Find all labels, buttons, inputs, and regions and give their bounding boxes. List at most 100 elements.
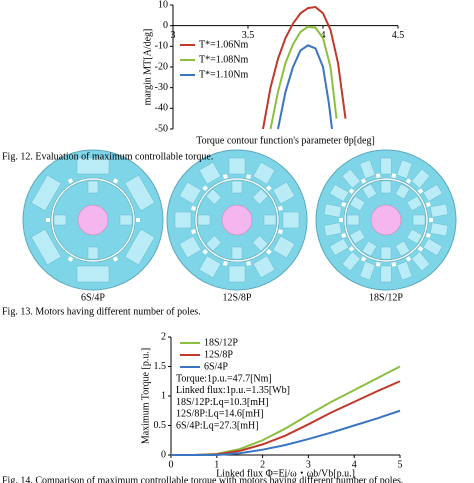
x-axis-label: Torque contour function's parameter θp[d… [196, 135, 375, 146]
y-axis-label: margin MT[A/deg] [142, 29, 153, 106]
y-tick-label: 0 [163, 20, 168, 31]
legend-label: 6S/4P [204, 361, 228, 372]
tooth-gap [278, 229, 283, 235]
motor [315, 149, 457, 291]
line [171, 409, 401, 456]
motor-label: 12S/8P [223, 292, 252, 303]
magnet [380, 180, 392, 194]
slot [341, 251, 361, 272]
tooth-gap [246, 174, 252, 179]
magnet [361, 240, 378, 257]
annotation: 18S/12P:Lq=10.3[mH] [176, 397, 269, 408]
x-tick-label: 3 [171, 30, 176, 41]
slot [329, 184, 350, 202]
slot [124, 228, 156, 266]
tooth-gap [112, 178, 119, 184]
slot [228, 265, 246, 283]
tooth-gap [246, 261, 252, 266]
tooth-gap [429, 218, 433, 222]
tooth-gap [136, 218, 140, 222]
tooth-gap [417, 188, 424, 194]
slot [411, 168, 431, 189]
slot [178, 181, 202, 205]
motor [166, 149, 308, 291]
legend-label: T*=1.06Nm [199, 39, 248, 50]
slot [76, 157, 110, 175]
magnet [349, 228, 366, 245]
line [262, 6, 347, 130]
tooth-gap [341, 232, 347, 238]
slot [430, 222, 449, 237]
slot [341, 168, 361, 189]
magnet [197, 214, 211, 226]
slot [396, 159, 413, 179]
legend-label: 12S/8P [204, 349, 233, 360]
motor-label: 6S/4P [81, 292, 105, 303]
y-tick-label: 10 [158, 0, 168, 10]
x-tick-label: 2 [260, 459, 265, 470]
magnet [87, 180, 99, 194]
magnet [394, 183, 411, 200]
slot [30, 174, 62, 212]
motor [22, 149, 164, 291]
caption: Fig. 12. Evaluation of maximum controlla… [2, 151, 213, 162]
tooth-gap [202, 248, 209, 255]
legend-label: T*=1.10Nm [199, 69, 248, 80]
magnet [87, 246, 99, 260]
tooth-gap [425, 232, 431, 238]
y-axis-label: Maximum Torque [p.u.] [140, 348, 151, 444]
slot [411, 251, 431, 272]
x-tick-label: 3 [306, 459, 311, 470]
slot [380, 265, 392, 283]
tooth-gap [112, 256, 119, 262]
tooth-gap [341, 202, 347, 208]
tooth-gap [222, 174, 228, 179]
slot [323, 203, 342, 218]
y-tick-label: 1 [161, 390, 166, 401]
magnet [252, 188, 269, 205]
y-tick-label: 0 [161, 449, 166, 460]
caption: Fig. 14. Comparison of maximum controlla… [2, 475, 403, 483]
tooth-gap [375, 173, 381, 179]
tooth-gap [202, 185, 209, 192]
magnet [231, 246, 243, 260]
tooth-gap [391, 173, 397, 179]
magnet [231, 180, 243, 194]
x-tick-label: 4.5 [392, 30, 405, 41]
slot [228, 157, 246, 175]
magnet [252, 235, 269, 252]
slot [430, 203, 449, 218]
tooth-gap [222, 261, 228, 266]
slot [272, 235, 296, 259]
magnet [406, 195, 423, 212]
magnet [406, 228, 423, 245]
magnet [119, 214, 133, 226]
magnet [361, 183, 378, 200]
slot [198, 255, 222, 279]
motor-label: 18S/12P [369, 292, 403, 303]
line [269, 25, 338, 130]
magnet [349, 195, 366, 212]
magnet [205, 235, 222, 252]
tooth-gap [425, 202, 431, 208]
slot [252, 255, 276, 279]
tooth-gap [339, 218, 343, 222]
y-tick-label: 2 [161, 331, 166, 342]
tooth-gap [348, 246, 355, 252]
tooth-gap [417, 246, 424, 252]
annotation: 12S/8P:Lq=14.6[mH] [176, 409, 264, 420]
slot [174, 211, 192, 229]
slot [323, 222, 342, 237]
tooth-gap [375, 261, 381, 267]
slot [124, 174, 156, 212]
shaft [77, 204, 109, 236]
y-tick-label: -10 [155, 41, 168, 52]
y-tick-label: 0.5 [154, 420, 167, 431]
slot [329, 238, 350, 256]
slot [380, 157, 392, 175]
legend-label: 18S/12P [204, 337, 238, 348]
tooth-gap [360, 256, 367, 262]
y-tick-label: -50 [155, 123, 168, 134]
annotation: Linked flux:1p.u.=1.35[Wb] [176, 385, 290, 396]
